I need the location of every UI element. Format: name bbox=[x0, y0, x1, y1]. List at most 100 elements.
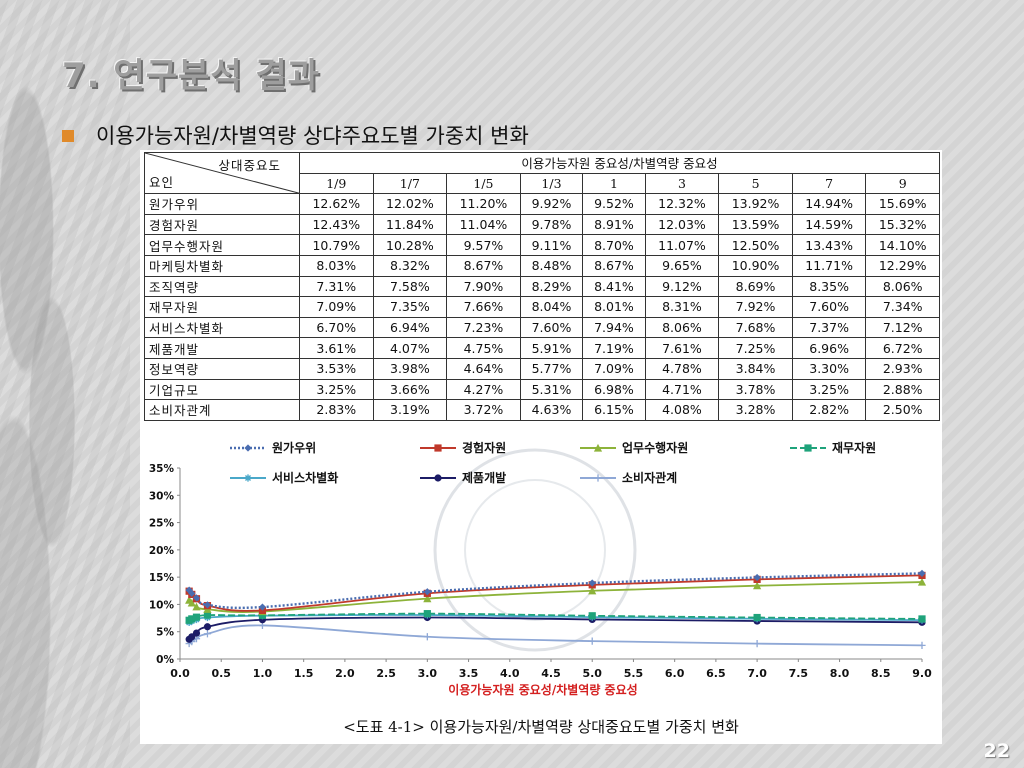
value-cell: 8.29% bbox=[519, 275, 584, 298]
column-header-cell: 1/7 bbox=[372, 172, 448, 195]
value-cell: 8.04% bbox=[519, 296, 584, 318]
value-cell: 6.72% bbox=[865, 337, 940, 359]
table-row: 기업규모 3.25% 3.66% 4.27% 5.31% 6.98% 4.71% 3.78% 3… bbox=[144, 378, 940, 401]
data-point bbox=[753, 581, 762, 590]
value-cell: 11.20% bbox=[446, 193, 521, 215]
series-line bbox=[188, 616, 923, 640]
value-cell: 2.93% bbox=[865, 357, 940, 380]
legend-label: 업무수행자원 bbox=[622, 440, 688, 455]
subtitle-row: 이용가능자원/차별역량 상댜주요도별 가중치 변화 bbox=[62, 120, 529, 150]
x-tick-label: 3.5 bbox=[459, 667, 479, 680]
legend-label: 제품개발 bbox=[462, 470, 506, 485]
value-cell: 7.12% bbox=[865, 316, 940, 339]
table-row: 정보역량 3.53% 3.98% 4.64% 5.77% 7.09% 4.78% 3.84% 3… bbox=[144, 357, 940, 380]
x-tick-label: 2.5 bbox=[376, 667, 396, 680]
slide-title: 7. 연구분석 결과 bbox=[62, 56, 320, 96]
value-cell: 12.50% bbox=[718, 234, 793, 256]
value-cell: 12.62% bbox=[299, 193, 374, 215]
legend-label: 원가우위 bbox=[272, 440, 316, 455]
x-tick-label: 5.5 bbox=[624, 667, 644, 680]
legend-label: 재무자원 bbox=[832, 440, 876, 455]
data-point bbox=[588, 637, 596, 645]
value-cell: 14.94% bbox=[791, 193, 867, 215]
value-cell: 2.50% bbox=[865, 399, 940, 421]
value-cell: 7.60% bbox=[791, 296, 867, 318]
value-cell: 13.59% bbox=[718, 213, 793, 236]
value-cell: 3.66% bbox=[372, 378, 448, 401]
weight-change-chart: 0% 5% 10% 15% 20% 25% 30% 35% 0.0 0.5 1.0 1.5 2.0 2.5… bbox=[149, 440, 932, 736]
value-cell: 6.70% bbox=[299, 316, 374, 339]
value-cell: 8.69% bbox=[718, 275, 793, 298]
weight-table: 상대중요도 요인 이용가능자원 중요성/차별역량 중요성 1/9 1/7 1/5 1/3 1 3… bbox=[144, 151, 940, 421]
value-cell: 14.10% bbox=[865, 234, 940, 256]
value-cell: 9.52% bbox=[582, 193, 646, 215]
column-header-cell: 1/5 bbox=[446, 172, 521, 195]
value-cell: 7.66% bbox=[446, 296, 521, 318]
value-cell: 7.94% bbox=[582, 316, 646, 339]
data-point bbox=[192, 613, 201, 621]
data-point bbox=[188, 615, 196, 623]
data-point bbox=[192, 594, 201, 602]
value-cell: 11.07% bbox=[644, 234, 720, 256]
data-point bbox=[588, 612, 596, 620]
y-tick-label: 5% bbox=[156, 627, 174, 639]
value-cell: 7.90% bbox=[446, 275, 521, 298]
x-tick-label: 8.0 bbox=[830, 667, 850, 680]
value-cell: 9.78% bbox=[519, 213, 584, 236]
data-point bbox=[588, 579, 596, 587]
data-point bbox=[917, 577, 927, 586]
data-point bbox=[753, 640, 761, 648]
table-row: 소비자관계 2.83% 3.19% 3.72% 4.63% 6.15% 4.08% 3.28%… bbox=[144, 399, 940, 421]
legend-marker bbox=[594, 474, 602, 482]
value-cell: 12.29% bbox=[865, 254, 940, 277]
column-header-cell: 7 bbox=[791, 172, 867, 195]
factor-cell: 경험자원 bbox=[144, 213, 300, 236]
data-point bbox=[423, 610, 431, 618]
y-tick-label: 35% bbox=[149, 463, 175, 475]
data-point bbox=[753, 573, 761, 582]
corner-diagonal-line bbox=[145, 153, 299, 193]
value-cell: 7.23% bbox=[446, 316, 521, 339]
value-cell: 5.31% bbox=[519, 378, 584, 401]
value-cell: 12.02% bbox=[372, 193, 448, 215]
value-cell: 8.41% bbox=[582, 275, 646, 298]
value-cell: 3.84% bbox=[718, 357, 793, 380]
value-cell: 10.28% bbox=[372, 234, 448, 256]
value-cell: 3.72% bbox=[446, 399, 521, 421]
value-cell: 8.03% bbox=[299, 254, 374, 277]
value-cell: 4.08% bbox=[644, 399, 720, 421]
x-tick-label: 3.0 bbox=[418, 667, 438, 680]
x-tick-label: 9.0 bbox=[912, 667, 932, 680]
data-point bbox=[753, 613, 761, 622]
data-point bbox=[918, 615, 926, 623]
legend-marker bbox=[593, 443, 603, 452]
value-cell: 6.98% bbox=[582, 378, 646, 401]
x-tick-label: 2.0 bbox=[335, 667, 355, 680]
value-cell: 7.92% bbox=[718, 296, 793, 318]
value-cell: 8.01% bbox=[582, 296, 646, 318]
factor-cell: 마케팅차별화 bbox=[144, 254, 300, 277]
table-row: 조직역량 7.31% 7.58% 7.90% 8.29% 8.41% 9.12% 8.69% 8… bbox=[144, 275, 940, 298]
value-cell: 7.58% bbox=[372, 275, 448, 298]
value-cell: 2.88% bbox=[865, 378, 940, 401]
x-tick-label: 7.0 bbox=[747, 667, 767, 680]
legend-label: 경험자원 bbox=[462, 440, 506, 455]
factor-cell: 정보역량 bbox=[144, 357, 300, 380]
value-cell: 15.32% bbox=[865, 213, 940, 236]
data-point bbox=[192, 629, 201, 637]
table-row: 마케팅차별화 8.03% 8.32% 8.67% 8.48% 8.67% 9.65% 10.9… bbox=[144, 254, 940, 277]
value-cell: 2.82% bbox=[791, 399, 867, 421]
y-tick-label: 15% bbox=[149, 572, 175, 584]
legend-label: 서비스차별화 bbox=[272, 470, 338, 485]
value-cell: 13.43% bbox=[791, 234, 867, 256]
factor-cell: 업무수행자원 bbox=[144, 234, 300, 256]
x-tick-label: 0.0 bbox=[170, 667, 190, 680]
factor-cell: 제품개발 bbox=[144, 337, 300, 359]
value-cell: 5.91% bbox=[519, 337, 584, 359]
legend-marker bbox=[434, 474, 442, 482]
column-header-cell: 1 bbox=[582, 172, 646, 195]
y-tick-label: 20% bbox=[149, 545, 175, 557]
value-cell: 14.59% bbox=[791, 213, 867, 236]
data-point bbox=[192, 602, 201, 611]
chart-caption: <도표 4-1> 이용가능자원/차별역량 상대중요도별 가중치 변화 bbox=[343, 718, 739, 736]
